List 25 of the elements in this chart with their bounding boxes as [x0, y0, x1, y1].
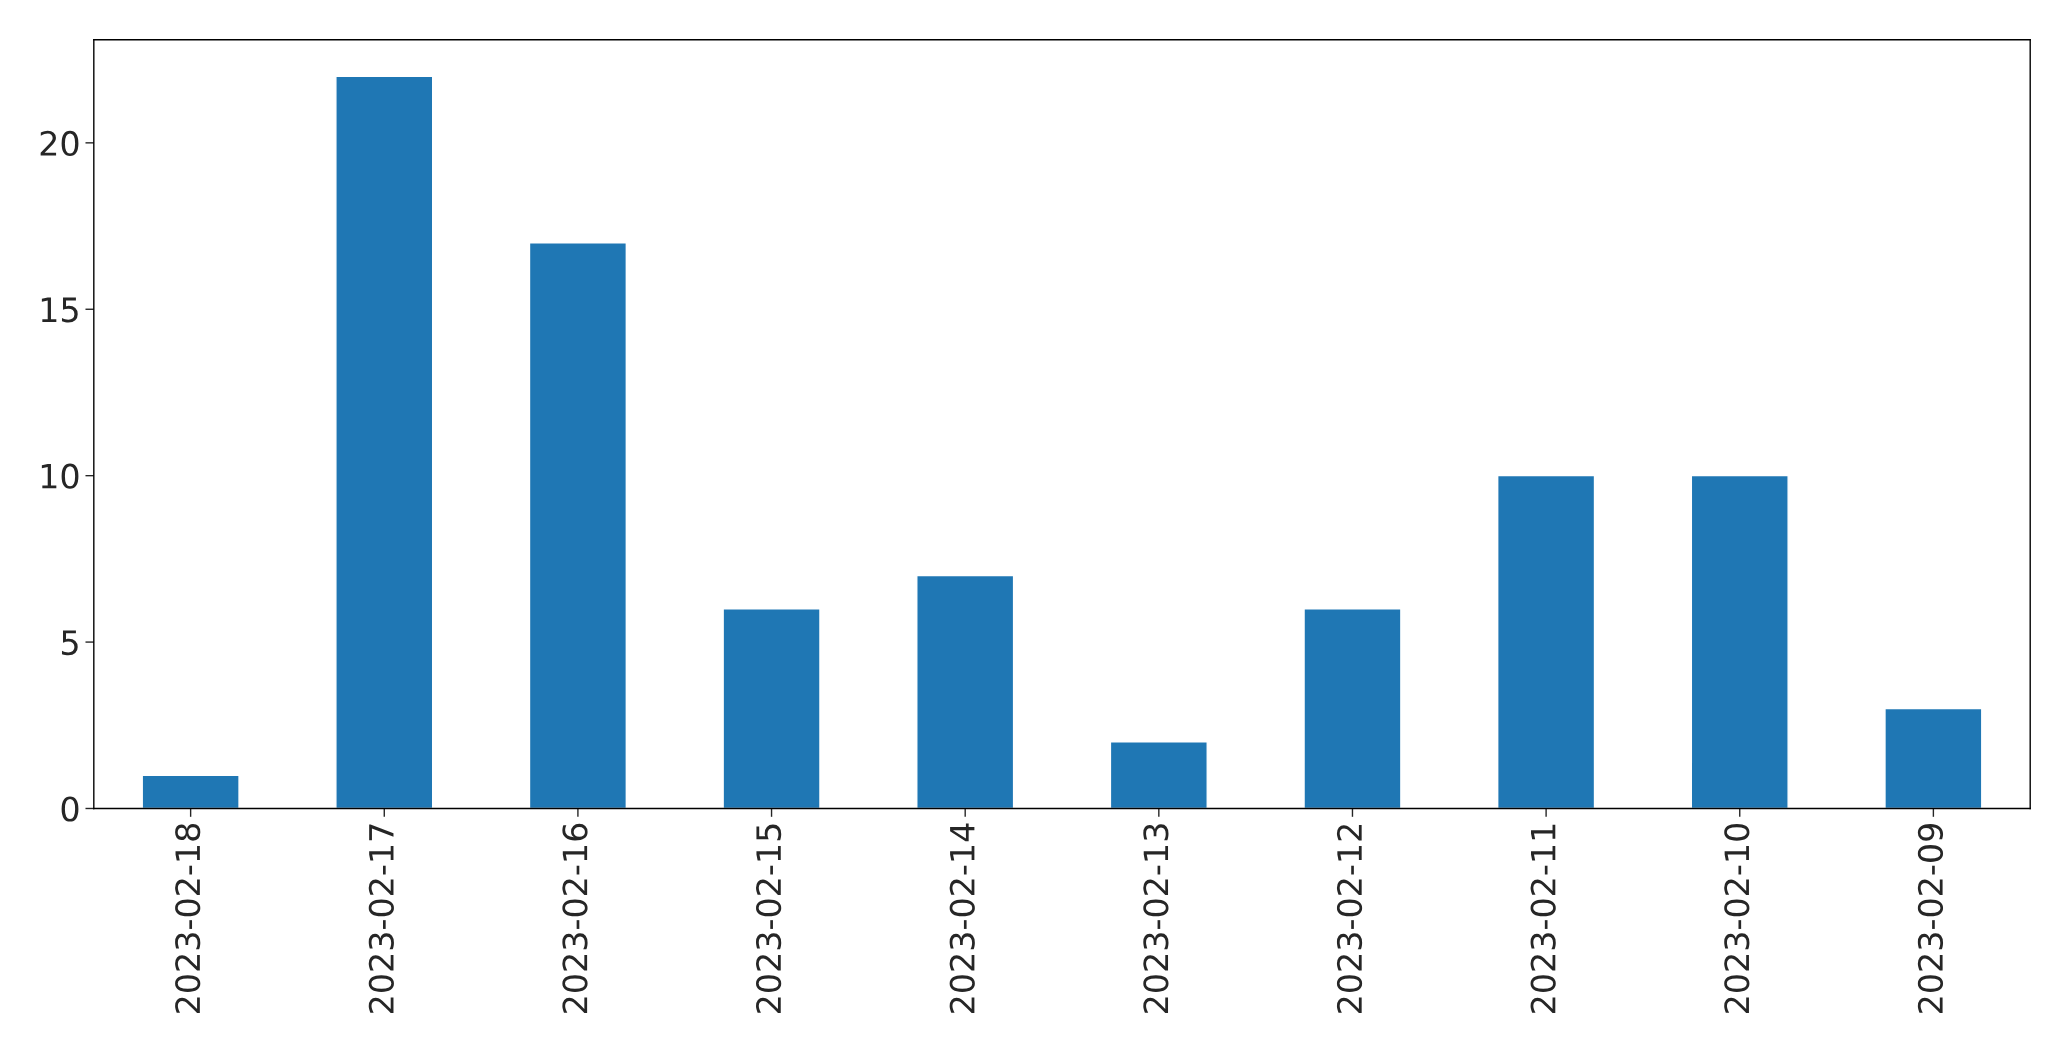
bar [1109, 741, 1208, 809]
x-tick-label: 2023-02-09 [1917, 824, 1944, 1013]
y-tick-label: 5 [61, 630, 78, 656]
x-tick-label: 2023-02-18 [175, 823, 201, 1013]
y-tick-label: 0 [61, 796, 79, 822]
y-tick-label: 15 [41, 297, 78, 323]
bar [335, 75, 434, 809]
bar [1884, 707, 1983, 809]
bar [1303, 608, 1402, 809]
bar [528, 242, 628, 809]
x-tick-label: 2023-02-17 [368, 824, 394, 1013]
x-tick-label: 2023-02-12 [1336, 825, 1363, 1013]
x-tick-label: 2023-02-14 [949, 823, 975, 1013]
bar [1690, 474, 1789, 809]
x-tick-label: 2023-02-11 [1530, 824, 1556, 1013]
x-tick-label: 2023-02-13 [1143, 824, 1169, 1013]
y-tick-label: 20 [40, 130, 79, 156]
bar [916, 574, 1015, 809]
bar [1497, 474, 1596, 809]
x-tick-label: 2023-02-16 [562, 823, 588, 1013]
x-tick-label: 2023-02-10 [1724, 823, 1750, 1013]
y-tick-label: 10 [41, 463, 79, 489]
bar [722, 608, 821, 809]
bar [141, 774, 240, 809]
x-tick-label: 2023-02-15 [756, 824, 782, 1013]
